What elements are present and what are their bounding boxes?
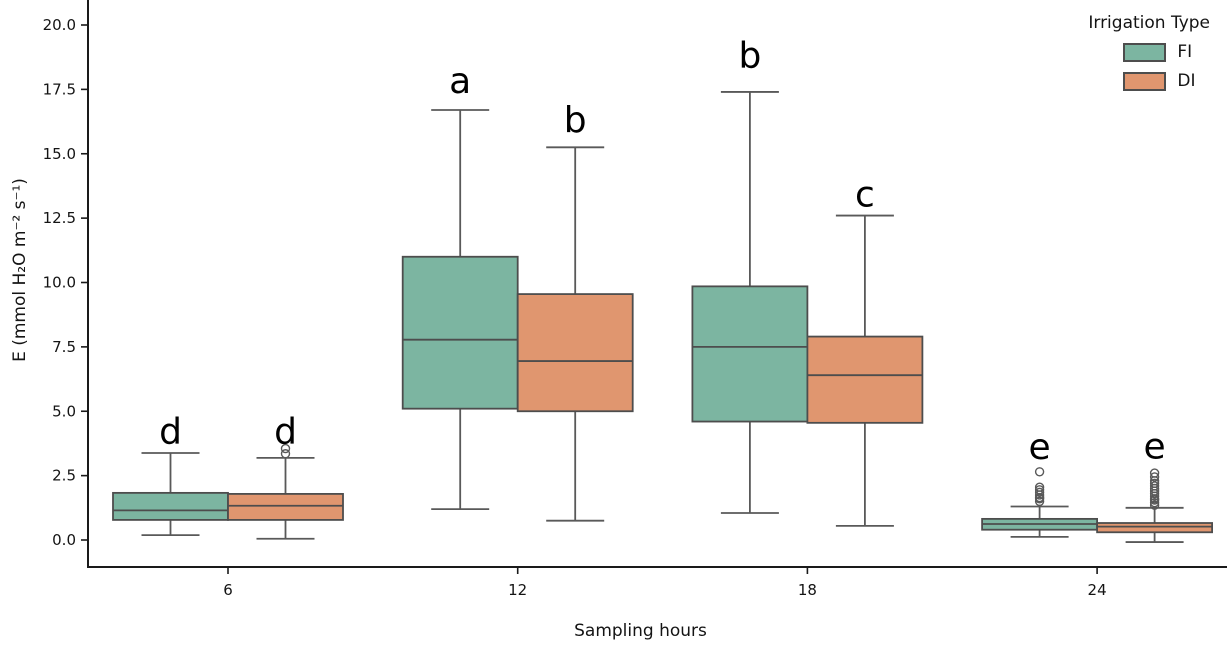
outlier-point-DI-24 xyxy=(1149,481,1160,491)
outlier-point-FI-24 xyxy=(1034,485,1045,495)
y-tick-label: 12.5 xyxy=(43,209,76,227)
outlier-point-DI-24 xyxy=(1149,500,1160,510)
box-FI-6 xyxy=(112,491,229,521)
outlier-point-DI-6 xyxy=(280,449,291,459)
box-DI-24 xyxy=(1096,522,1213,534)
significance-letter-FI-12: a xyxy=(449,61,471,102)
x-axis-title: Sampling hours xyxy=(574,621,707,641)
box-FI-12 xyxy=(401,255,519,410)
outlier-point-DI-24 xyxy=(1149,478,1160,489)
legend: Irrigation Type FI DI xyxy=(1088,13,1210,91)
significance-letter-FI-24: e xyxy=(1029,427,1051,468)
outlier-point-DI-24 xyxy=(1149,472,1160,482)
outlier-point-FI-24 xyxy=(1034,482,1045,492)
box-FI-18 xyxy=(691,285,809,423)
y-tick-label: 17.5 xyxy=(43,80,76,98)
significance-letter-DI-12: b xyxy=(564,100,587,141)
y-tick-label: 10.0 xyxy=(43,274,76,292)
x-tick-label: 24 xyxy=(1088,581,1107,599)
legend-label-fi: FI xyxy=(1177,42,1193,62)
di-color-swatch xyxy=(1123,71,1167,91)
outlier-point-FI-24 xyxy=(1034,467,1045,477)
significance-letter-FI-18: b xyxy=(738,35,761,76)
box-DI-18 xyxy=(806,335,924,424)
significance-letter-DI-18: c xyxy=(855,174,875,215)
outlier-point-DI-6 xyxy=(280,443,291,454)
significance-letter-DI-24: e xyxy=(1144,426,1166,467)
x-tick-label: 6 xyxy=(223,581,233,599)
y-tick-label: 7.5 xyxy=(52,338,76,356)
x-tick-label: 18 xyxy=(798,581,817,599)
legend-entry-di: DI xyxy=(1123,71,1210,91)
y-tick-label: 20.0 xyxy=(43,16,76,34)
outlier-point-FI-24 xyxy=(1034,496,1045,507)
outlier-point-FI-24 xyxy=(1034,487,1045,498)
outlier-point-DI-24 xyxy=(1149,468,1160,478)
y-tick-label: 15.0 xyxy=(43,145,76,163)
y-tick-label: 2.5 xyxy=(52,467,76,485)
legend-entry-fi: FI xyxy=(1123,42,1210,62)
y-tick-label: 0.0 xyxy=(52,531,76,549)
significance-letter-DI-6: d xyxy=(274,411,297,452)
legend-label-di: DI xyxy=(1177,71,1196,91)
legend-title: Irrigation Type xyxy=(1088,13,1210,33)
y-axis-title: E (mmol H₂O m⁻² s⁻¹) xyxy=(10,178,30,362)
outlier-point-DI-24 xyxy=(1149,497,1160,508)
significance-letter-FI-6: d xyxy=(159,411,182,452)
box-DI-12 xyxy=(516,293,634,413)
fi-color-swatch xyxy=(1123,42,1167,62)
x-tick-label: 12 xyxy=(508,581,527,599)
y-tick-label: 5.0 xyxy=(52,402,76,420)
box-DI-6 xyxy=(227,493,344,521)
